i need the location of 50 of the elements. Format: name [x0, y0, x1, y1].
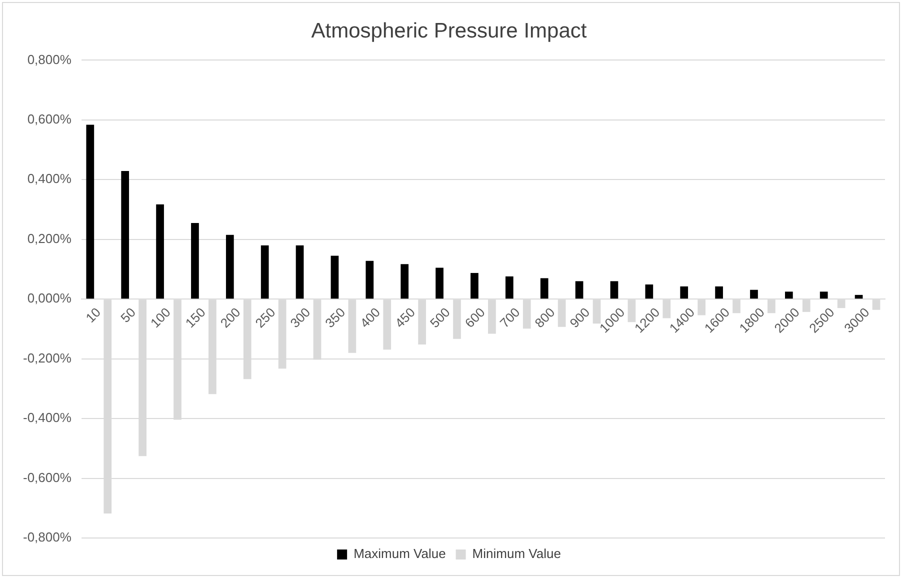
bar	[505, 276, 514, 299]
x-tick-label: 10	[82, 304, 104, 326]
x-tick-label: 500	[426, 304, 453, 331]
x-tick-label: 250	[252, 304, 278, 331]
bar	[715, 286, 723, 299]
y-tick-label: -0,400%	[23, 410, 72, 426]
y-tick-label: -0,600%	[23, 470, 72, 485]
y-tick-label: 0,800%	[27, 52, 72, 67]
chart-title: Atmospheric Pressure Impact	[311, 19, 587, 42]
bar	[575, 281, 584, 299]
bar	[610, 281, 618, 299]
bar	[86, 124, 94, 299]
x-tick-label: 600	[462, 304, 488, 331]
x-tick-label: 350	[322, 304, 348, 331]
y-tick-label: -0,200%	[23, 350, 72, 366]
x-tick-label: 150	[182, 304, 208, 331]
bar	[470, 272, 478, 299]
bar	[680, 286, 688, 299]
bar	[366, 260, 374, 299]
x-tick-label: 400	[357, 304, 384, 331]
bar	[645, 284, 654, 299]
bar	[296, 245, 304, 299]
bar	[750, 290, 758, 299]
legend-label: Maximum Value	[354, 546, 446, 562]
x-tick-label: 800	[532, 304, 558, 331]
x-tick-label: 900	[566, 304, 593, 331]
x-tick-label: 300	[287, 304, 314, 331]
bar	[854, 294, 863, 299]
bar	[784, 292, 793, 299]
legend-label: Minimum Value	[472, 546, 561, 562]
bar	[226, 234, 234, 299]
bar	[156, 204, 164, 299]
y-tick-label: 0,400%	[27, 171, 72, 186]
bar	[400, 264, 409, 299]
bar	[260, 245, 269, 299]
bar	[121, 170, 130, 299]
bar	[540, 278, 548, 299]
x-tick-label: 700	[496, 304, 523, 331]
x-tick-label: 200	[217, 304, 244, 331]
x-tick-label: 450	[392, 304, 418, 331]
bar	[330, 256, 339, 299]
y-tick-label: 0,000%	[27, 290, 72, 306]
x-tick-label: 100	[147, 304, 174, 331]
y-tick-label: -0,800%	[23, 530, 72, 545]
x-tick-label: 50	[118, 304, 138, 326]
bar	[820, 292, 828, 299]
y-tick-label: 0,200%	[27, 230, 72, 246]
bar	[191, 222, 199, 299]
y-tick-label: 0,600%	[27, 112, 72, 127]
bar	[436, 268, 444, 299]
